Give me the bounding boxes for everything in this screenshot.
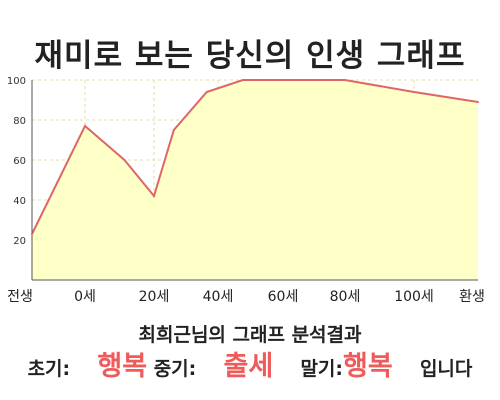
late-label: 말기: [300, 358, 344, 380]
data-point [413, 91, 415, 93]
y-tick-label: 100 [7, 76, 26, 87]
data-point [241, 79, 244, 81]
data-point [123, 159, 126, 161]
data-point [84, 125, 86, 127]
mid-label: 중기: [153, 358, 197, 380]
x-tick-label: 40세 [203, 289, 234, 305]
data-point [205, 91, 208, 93]
x-tick-label: 환생 [459, 289, 485, 305]
y-tick-label: 40 [13, 196, 26, 207]
y-tick-label: 80 [13, 116, 26, 127]
analysis-summary: 최희근님의 그래프 분석결과 [138, 324, 362, 346]
area-fill [32, 80, 478, 280]
y-tick-label: 20 [13, 236, 26, 247]
data-point [343, 79, 346, 81]
series-line [31, 79, 479, 235]
data-points [31, 79, 479, 235]
x-tick-labels: 전생 0세 20세 40세 60세 80세 100세 환생 [7, 289, 485, 305]
data-point [477, 101, 479, 103]
axes [31, 80, 478, 281]
chart-title: 재미로 보는 당신의 인생 그래프 [34, 38, 466, 74]
x-tick-label: 80세 [330, 289, 361, 305]
mid-value: 출세 [223, 351, 274, 382]
x-tick-label: 60세 [268, 289, 299, 305]
y-tick-label: 60 [13, 156, 26, 167]
data-point [172, 129, 175, 131]
early-value: 행복 [97, 351, 148, 382]
x-tick-label: 100세 [394, 289, 434, 305]
analysis-result: 초기: 행복 중기: 출세 말기:행복 입니다 [0, 344, 500, 383]
x-tick-label: 0세 [74, 289, 96, 305]
data-point [153, 195, 155, 197]
y-tick-labels: 20 40 60 80 100 [7, 76, 26, 247]
late-value: 행복 [343, 351, 393, 382]
early-label: 초기: [27, 358, 71, 380]
x-tick-label: 20세 [139, 289, 170, 305]
data-point [31, 233, 33, 235]
x-tick-label: 전생 [7, 289, 33, 305]
ending-text: 입니다 [419, 358, 473, 380]
